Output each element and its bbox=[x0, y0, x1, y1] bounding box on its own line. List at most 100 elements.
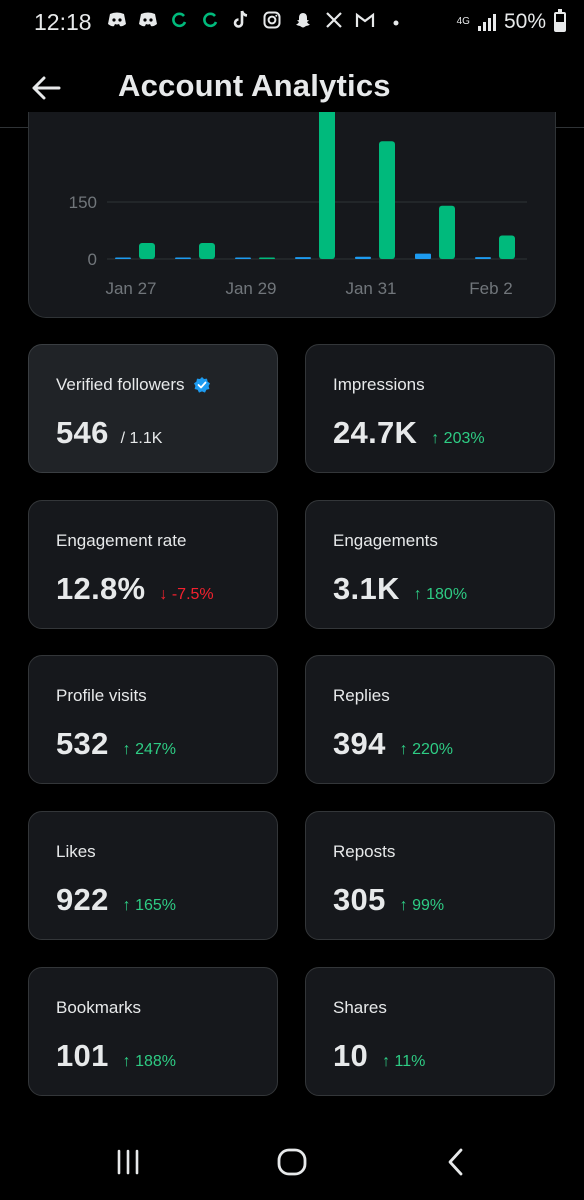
bar-blue-jan-28[interactable] bbox=[175, 257, 191, 260]
stat-change: ↑ 165% bbox=[122, 897, 176, 914]
y-tick-label: 150 bbox=[69, 193, 97, 212]
stat-label: Likes bbox=[56, 842, 96, 862]
recent-apps-icon bbox=[117, 1149, 139, 1175]
stat-value: 101 bbox=[56, 1038, 109, 1073]
stat-card-impressions[interactable]: Impressions 24.7K ↑ 203% bbox=[305, 344, 555, 473]
x-tick-label: Jan 31 bbox=[345, 279, 396, 298]
stat-card-engagements[interactable]: Engagements 3.1K ↑ 180% bbox=[305, 500, 555, 629]
stat-value-row: 10 ↑ 11% bbox=[333, 1038, 425, 1074]
stat-change: ↑ 203% bbox=[431, 430, 485, 447]
y-tick-label: 0 bbox=[88, 250, 97, 269]
bar-green-jan-30[interactable] bbox=[319, 112, 335, 259]
bar-blue-jan-31[interactable] bbox=[355, 256, 371, 259]
discord-icon bbox=[137, 12, 159, 33]
stat-card-profile-visits[interactable]: Profile visits 532 ↑ 247% bbox=[28, 655, 278, 784]
arrow-left-icon bbox=[32, 76, 61, 100]
stat-value: 10 bbox=[333, 1038, 369, 1073]
discord-icon bbox=[106, 12, 128, 33]
bar-blue-jan-30[interactable] bbox=[295, 257, 311, 259]
stat-label: Engagement rate bbox=[56, 531, 186, 551]
network-type: 4G bbox=[456, 16, 470, 27]
stat-value-row: 305 ↑ 99% bbox=[333, 882, 444, 918]
battery-icon bbox=[554, 9, 566, 32]
stat-label-text: Bookmarks bbox=[56, 998, 142, 1017]
bar-blue-jan-29[interactable] bbox=[235, 257, 251, 260]
stat-value-row: 922 ↑ 165% bbox=[56, 882, 176, 918]
bar-green-jan-29[interactable] bbox=[259, 257, 275, 260]
back-nav-button[interactable] bbox=[426, 1142, 486, 1182]
stat-change: ↑ 11% bbox=[382, 1053, 426, 1070]
home-icon bbox=[277, 1148, 307, 1176]
stat-change: ↑ 220% bbox=[399, 741, 453, 758]
threads-icon bbox=[199, 11, 221, 34]
stat-card-bookmarks[interactable]: Bookmarks 101 ↑ 188% bbox=[28, 967, 278, 1096]
bar-green-jan-31[interactable] bbox=[379, 141, 395, 259]
x-tick-label: Jan 29 bbox=[225, 279, 276, 298]
stat-card-reposts[interactable]: Reposts 305 ↑ 99% bbox=[305, 811, 555, 940]
stat-label: Impressions bbox=[333, 375, 425, 395]
stat-label: Reposts bbox=[333, 842, 395, 862]
home-button[interactable] bbox=[262, 1142, 322, 1182]
verified-badge-icon bbox=[193, 376, 211, 394]
stat-value: 305 bbox=[333, 882, 386, 917]
stat-label-text: Engagement rate bbox=[56, 531, 187, 550]
recent-apps-button[interactable] bbox=[98, 1142, 158, 1182]
stat-card-replies[interactable]: Replies 394 ↑ 220% bbox=[305, 655, 555, 784]
stat-card-likes[interactable]: Likes 922 ↑ 165% bbox=[28, 811, 278, 940]
stat-label-text: Likes bbox=[56, 842, 96, 861]
bar-blue-jan-27[interactable] bbox=[115, 257, 131, 260]
stat-label: Replies bbox=[333, 686, 390, 706]
x-tick-label: Jan 27 bbox=[105, 279, 156, 298]
back-button[interactable] bbox=[28, 70, 64, 106]
stat-label: Engagements bbox=[333, 531, 438, 551]
stat-total: / 1.1K bbox=[120, 430, 163, 447]
snapchat-icon bbox=[292, 11, 314, 34]
stat-value: 532 bbox=[56, 726, 109, 761]
x-tick-label: Feb 2 bbox=[469, 279, 512, 298]
stat-value: 24.7K bbox=[333, 415, 418, 450]
stat-value-row: 12.8% ↓ -7.5% bbox=[56, 571, 214, 607]
stat-label: Verified followers bbox=[56, 375, 211, 395]
stat-label-text: Impressions bbox=[333, 375, 425, 394]
stat-card-shares[interactable]: Shares 10 ↑ 11% bbox=[305, 967, 555, 1096]
stat-change: ↓ -7.5% bbox=[159, 586, 214, 603]
stat-label: Shares bbox=[333, 998, 387, 1018]
status-bar: 12:18 4G bbox=[0, 0, 584, 44]
system-nav-bar bbox=[0, 1120, 584, 1200]
stat-value-row: 546 / 1.1K bbox=[56, 415, 162, 451]
stat-value-row: 532 ↑ 247% bbox=[56, 726, 176, 762]
bar-blue-feb-1[interactable] bbox=[415, 253, 431, 259]
bar-green-feb-1[interactable] bbox=[439, 205, 455, 259]
chevron-left-icon bbox=[448, 1148, 463, 1176]
stat-label-text: Replies bbox=[333, 686, 390, 705]
notification-icons bbox=[106, 10, 407, 35]
stat-value-row: 394 ↑ 220% bbox=[333, 726, 453, 762]
stat-value: 3.1K bbox=[333, 571, 400, 606]
stat-label: Bookmarks bbox=[56, 998, 141, 1018]
stat-card-verified-followers[interactable]: Verified followers 546 / 1.1K bbox=[28, 344, 278, 473]
stat-value: 546 bbox=[56, 415, 109, 450]
stat-card-engagement-rate[interactable]: Engagement rate 12.8% ↓ -7.5% bbox=[28, 500, 278, 629]
bar-blue-feb-2[interactable] bbox=[475, 257, 491, 259]
threads-icon bbox=[168, 11, 190, 34]
stat-value: 922 bbox=[56, 882, 109, 917]
stat-change: ↑ 180% bbox=[413, 586, 468, 603]
battery-label: 50% bbox=[503, 10, 546, 33]
stat-label-text: Engagements bbox=[333, 531, 438, 550]
bar-green-jan-27[interactable] bbox=[139, 243, 155, 259]
bar-green-jan-28[interactable] bbox=[199, 243, 215, 259]
stat-change: ↑ 99% bbox=[399, 897, 445, 914]
stat-value: 394 bbox=[333, 726, 386, 761]
stat-value: 12.8% bbox=[56, 571, 146, 606]
page-title: Account Analytics bbox=[118, 68, 391, 103]
stat-label-text: Reposts bbox=[333, 842, 396, 861]
stat-change: ↑ 188% bbox=[122, 1053, 176, 1070]
gmail-icon bbox=[354, 12, 376, 33]
stat-value-row: 24.7K ↑ 203% bbox=[333, 415, 485, 451]
stat-value-row: 101 ↑ 188% bbox=[56, 1038, 176, 1074]
stat-value-row: 3.1K ↑ 180% bbox=[333, 571, 467, 607]
stat-label-text: Verified followers bbox=[56, 375, 185, 394]
bar-green-feb-2[interactable] bbox=[499, 235, 515, 259]
